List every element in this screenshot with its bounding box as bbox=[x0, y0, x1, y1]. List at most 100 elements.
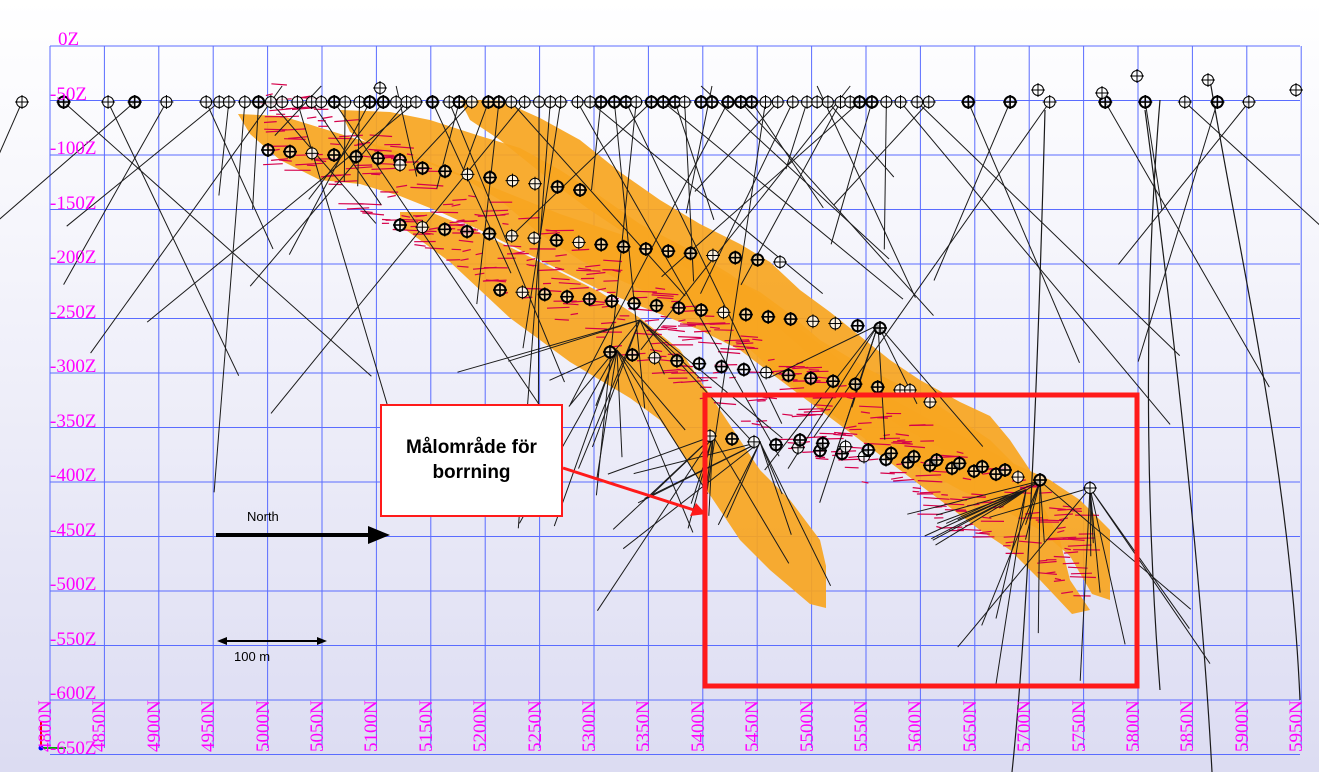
collar-crosshair-icon[interactable] bbox=[570, 95, 585, 109]
collar-crosshair-icon[interactable] bbox=[393, 158, 407, 172]
collar-crosshair-icon[interactable] bbox=[961, 95, 976, 109]
collar-crosshair-icon[interactable] bbox=[275, 95, 290, 109]
collar-crosshair-icon[interactable] bbox=[893, 95, 908, 109]
collar-crosshair-icon[interactable] bbox=[1201, 73, 1215, 87]
collar-crosshair-icon[interactable] bbox=[127, 95, 142, 109]
collar-crosshair-icon[interactable] bbox=[714, 359, 729, 374]
collar-crosshair-icon[interactable] bbox=[1033, 473, 1047, 487]
collar-crosshair-icon[interactable] bbox=[493, 283, 507, 297]
collar-crosshair-icon[interactable] bbox=[159, 95, 174, 109]
collar-crosshair-icon[interactable] bbox=[736, 362, 751, 377]
collar-crosshair-icon[interactable] bbox=[1083, 481, 1097, 495]
collar-crosshair-icon[interactable] bbox=[671, 300, 686, 315]
collar-crosshair-icon[interactable] bbox=[781, 368, 796, 383]
collar-crosshair-icon[interactable] bbox=[261, 143, 275, 157]
collar-crosshair-icon[interactable] bbox=[593, 95, 608, 109]
collar-crosshair-icon[interactable] bbox=[393, 218, 407, 232]
collar-crosshair-icon[interactable] bbox=[952, 456, 967, 471]
collar-crosshair-icon[interactable] bbox=[850, 318, 865, 333]
collar-crosshair-icon[interactable] bbox=[661, 244, 676, 259]
collar-crosshair-icon[interactable] bbox=[537, 287, 552, 302]
collar-crosshair-icon[interactable] bbox=[803, 371, 818, 386]
collar-crosshair-icon[interactable] bbox=[481, 95, 496, 109]
collar-crosshair-icon[interactable] bbox=[929, 453, 944, 467]
collar-crosshair-icon[interactable] bbox=[1003, 95, 1018, 109]
collar-crosshair-icon[interactable] bbox=[283, 144, 297, 159]
collar-crosshair-icon[interactable] bbox=[1241, 95, 1256, 109]
collar-crosshair-icon[interactable] bbox=[716, 305, 731, 320]
collar-crosshair-icon[interactable] bbox=[828, 316, 843, 331]
collar-crosshair-icon[interactable] bbox=[864, 95, 879, 109]
collar-crosshair-icon[interactable] bbox=[504, 95, 519, 109]
collar-crosshair-icon[interactable] bbox=[769, 437, 783, 452]
collar-crosshair-icon[interactable] bbox=[975, 459, 990, 474]
collar-crosshair-icon[interactable] bbox=[437, 222, 452, 237]
collar-crosshair-icon[interactable] bbox=[826, 374, 841, 389]
collar-crosshair-icon[interactable] bbox=[1031, 83, 1045, 97]
collar-crosshair-icon[interactable] bbox=[810, 95, 825, 109]
collar-crosshair-icon[interactable] bbox=[833, 95, 848, 109]
collar-crosshair-icon[interactable] bbox=[728, 250, 743, 265]
collar-crosshair-icon[interactable] bbox=[848, 377, 863, 392]
collar-crosshair-icon[interactable] bbox=[879, 95, 894, 109]
collar-crosshair-icon[interactable] bbox=[627, 296, 642, 311]
collar-crosshair-icon[interactable] bbox=[460, 167, 475, 182]
collar-crosshair-icon[interactable] bbox=[747, 434, 761, 449]
collar-crosshair-icon[interactable] bbox=[677, 95, 692, 109]
collar-crosshair-icon[interactable] bbox=[1095, 86, 1109, 100]
collar-crosshair-icon[interactable] bbox=[861, 443, 876, 457]
collar-crosshair-icon[interactable] bbox=[1138, 95, 1153, 109]
collar-crosshair-icon[interactable] bbox=[251, 95, 266, 109]
collar-crosshair-icon[interactable] bbox=[884, 446, 899, 461]
collar-crosshair-icon[interactable] bbox=[669, 353, 684, 368]
collar-crosshair-icon[interactable] bbox=[785, 95, 800, 109]
collar-crosshair-icon[interactable] bbox=[373, 81, 387, 95]
collar-crosshair-icon[interactable] bbox=[683, 246, 698, 261]
collar-crosshair-icon[interactable] bbox=[464, 95, 479, 109]
collar-crosshair-icon[interactable] bbox=[770, 95, 785, 109]
collar-crosshair-icon[interactable] bbox=[738, 307, 753, 322]
collar-crosshair-icon[interactable] bbox=[550, 179, 565, 194]
collar-crosshair-icon[interactable] bbox=[761, 309, 776, 324]
collar-crosshair-icon[interactable] bbox=[594, 237, 609, 252]
collar-crosshair-icon[interactable] bbox=[452, 95, 467, 109]
collar-crosshair-icon[interactable] bbox=[505, 173, 520, 188]
collar-crosshair-icon[interactable] bbox=[805, 314, 820, 329]
collar-crosshair-icon[interactable] bbox=[314, 95, 329, 109]
collar-crosshair-icon[interactable] bbox=[1210, 95, 1225, 109]
collar-crosshair-icon[interactable] bbox=[560, 289, 575, 304]
collar-crosshair-icon[interactable] bbox=[371, 151, 385, 166]
collar-crosshair-icon[interactable] bbox=[15, 95, 29, 109]
collar-crosshair-icon[interactable] bbox=[906, 449, 921, 464]
collar-crosshair-icon[interactable] bbox=[483, 170, 497, 185]
collar-crosshair-icon[interactable] bbox=[721, 95, 736, 109]
collar-crosshair-icon[interactable] bbox=[517, 95, 532, 109]
collar-crosshair-icon[interactable] bbox=[773, 255, 787, 269]
collar-crosshair-icon[interactable] bbox=[101, 95, 116, 109]
collar-crosshair-icon[interactable] bbox=[656, 95, 671, 109]
collar-crosshair-icon[interactable] bbox=[921, 95, 936, 109]
collar-crosshair-icon[interactable] bbox=[491, 95, 506, 109]
collar-crosshair-icon[interactable] bbox=[527, 231, 542, 246]
collar-crosshair-icon[interactable] bbox=[408, 95, 423, 109]
collar-crosshair-icon[interactable] bbox=[549, 233, 564, 248]
collar-crosshair-icon[interactable] bbox=[415, 220, 430, 235]
collar-crosshair-icon[interactable] bbox=[625, 347, 640, 362]
collar-crosshair-icon[interactable] bbox=[221, 95, 236, 109]
collar-crosshair-icon[interactable] bbox=[425, 95, 440, 109]
collar-crosshair-icon[interactable] bbox=[528, 176, 542, 191]
collar-crosshair-icon[interactable] bbox=[649, 298, 664, 313]
collar-crosshair-icon[interactable] bbox=[56, 95, 71, 109]
collar-crosshair-icon[interactable] bbox=[532, 95, 547, 109]
collar-crosshair-icon[interactable] bbox=[616, 239, 631, 254]
collar-crosshair-icon[interactable] bbox=[237, 95, 252, 109]
collar-crosshair-icon[interactable] bbox=[338, 95, 353, 109]
collar-crosshair-icon[interactable] bbox=[759, 365, 774, 380]
collar-crosshair-icon[interactable] bbox=[692, 356, 707, 371]
collar-crosshair-icon[interactable] bbox=[305, 146, 319, 161]
collar-crosshair-icon[interactable] bbox=[647, 350, 662, 365]
collar-crosshair-icon[interactable] bbox=[573, 183, 587, 197]
collar-crosshair-icon[interactable] bbox=[515, 285, 530, 300]
